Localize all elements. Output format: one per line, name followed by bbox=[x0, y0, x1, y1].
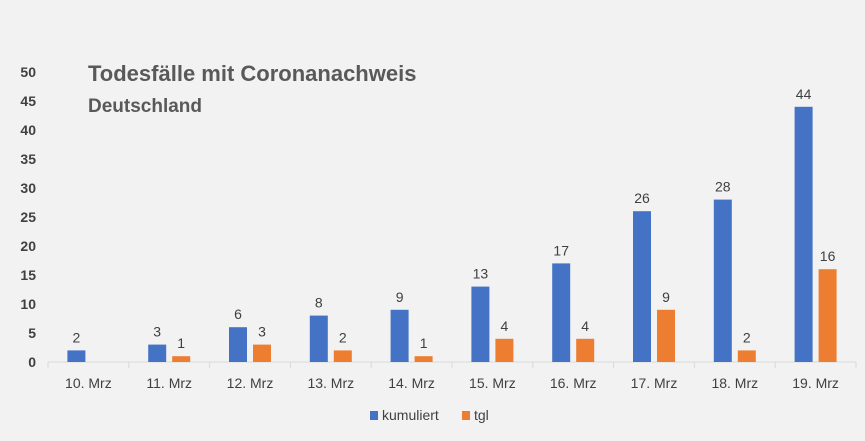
bar-tgl bbox=[737, 350, 756, 362]
bar-kumuliert bbox=[633, 211, 651, 362]
y-tick-label: 5 bbox=[28, 325, 36, 341]
x-tick-label: 13. Mrz bbox=[307, 375, 354, 391]
x-tick-label: 18. Mrz bbox=[711, 375, 758, 391]
bar-kumuliert bbox=[552, 263, 571, 362]
data-label-tgl: 2 bbox=[339, 329, 347, 345]
bar-tgl bbox=[818, 269, 837, 362]
bar-kumuliert bbox=[390, 309, 409, 362]
bar-tgl bbox=[333, 350, 352, 362]
x-axis: 10. Mrz 11. Mrz 12. Mrz 13. Mrz 14. Mrz 15. M… bbox=[47, 361, 857, 391]
bar-kumuliert bbox=[229, 327, 247, 362]
legend-label-kumuliert: kumuliert bbox=[382, 407, 439, 423]
y-tick-label: 45 bbox=[20, 93, 36, 109]
y-axis: 0 5 10 15 20 25 30 35 40 45 50 bbox=[20, 64, 36, 370]
bar-tgl bbox=[414, 356, 433, 362]
data-label-tgl: 1 bbox=[420, 335, 428, 351]
y-tick-label: 10 bbox=[20, 296, 36, 312]
bar-kumuliert bbox=[794, 106, 813, 362]
data-label-kumuliert: 6 bbox=[234, 306, 242, 322]
bar-tgl bbox=[576, 338, 595, 362]
x-tick-label: 14. Mrz bbox=[388, 375, 435, 391]
data-label-kumuliert: 28 bbox=[715, 179, 731, 195]
bar-tgl bbox=[495, 338, 514, 362]
x-tick-label: 16. Mrz bbox=[550, 375, 597, 391]
data-label-tgl: 3 bbox=[258, 324, 266, 340]
legend: kumuliert tgl bbox=[370, 407, 489, 423]
y-tick-label: 15 bbox=[20, 267, 36, 283]
x-tick-label: 12. Mrz bbox=[227, 375, 274, 391]
x-tick-label: 10. Mrz bbox=[65, 375, 112, 391]
chart-title: Todesfälle mit Coronanachweis bbox=[88, 61, 416, 86]
bar-kumuliert bbox=[148, 344, 167, 362]
legend-swatch-kumuliert bbox=[370, 411, 378, 420]
data-label-tgl: 9 bbox=[662, 289, 670, 305]
x-tick-label: 19. Mrz bbox=[792, 375, 839, 391]
data-label-kumuliert: 13 bbox=[473, 266, 489, 282]
data-label-kumuliert: 8 bbox=[315, 295, 323, 311]
bar-kumuliert bbox=[713, 199, 732, 362]
x-tick-label: 11. Mrz bbox=[146, 375, 192, 391]
y-tick-label: 50 bbox=[20, 64, 36, 80]
y-tick-label: 30 bbox=[20, 180, 36, 196]
data-label-kumuliert: 2 bbox=[73, 329, 81, 345]
legend-swatch-tgl bbox=[462, 411, 470, 420]
data-label-kumuliert: 26 bbox=[634, 190, 650, 206]
data-label-tgl: 4 bbox=[581, 318, 589, 334]
x-tick-label: 15. Mrz bbox=[469, 375, 516, 391]
y-tick-label: 0 bbox=[28, 354, 36, 370]
bar-tgl bbox=[172, 356, 191, 362]
legend-label-tgl: tgl bbox=[474, 407, 489, 423]
data-label-kumuliert: 44 bbox=[796, 86, 812, 102]
data-label-kumuliert: 9 bbox=[396, 289, 404, 305]
bar-tgl bbox=[657, 309, 675, 362]
bar-tgl bbox=[253, 344, 271, 362]
bar-kumuliert bbox=[471, 286, 490, 362]
data-label-kumuliert: 17 bbox=[553, 242, 569, 258]
data-label-tgl: 2 bbox=[743, 329, 751, 345]
y-tick-label: 40 bbox=[20, 122, 36, 138]
chart-subtitle: Deutschland bbox=[88, 96, 202, 117]
y-tick-label: 25 bbox=[20, 209, 36, 225]
data-label-tgl: 4 bbox=[501, 318, 509, 334]
data-label-kumuliert: 3 bbox=[153, 324, 161, 340]
data-label-tgl: 1 bbox=[177, 335, 185, 351]
bar-kumuliert bbox=[67, 350, 86, 362]
x-tick-label: 17. Mrz bbox=[631, 375, 678, 391]
data-label-tgl: 16 bbox=[820, 248, 836, 264]
bar-kumuliert bbox=[309, 315, 328, 362]
y-tick-label: 20 bbox=[20, 238, 36, 254]
y-tick-label: 35 bbox=[20, 151, 36, 167]
